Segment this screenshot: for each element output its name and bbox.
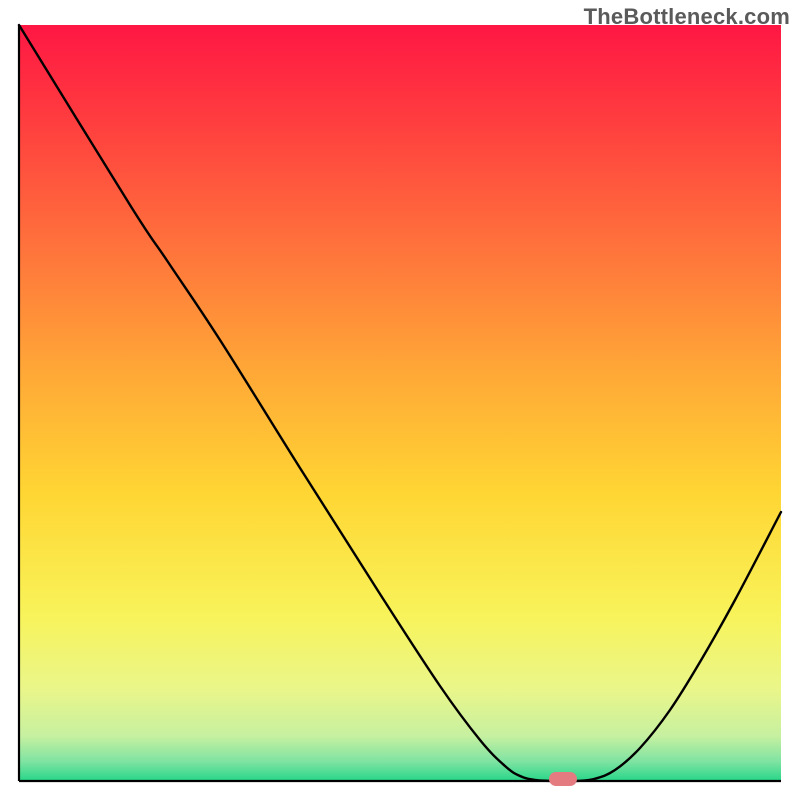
plot-background [19,25,781,781]
watermark-text: TheBottleneck.com [584,4,790,30]
chart-svg [0,0,800,800]
optimal-marker [549,772,577,786]
bottleneck-chart: TheBottleneck.com [0,0,800,800]
